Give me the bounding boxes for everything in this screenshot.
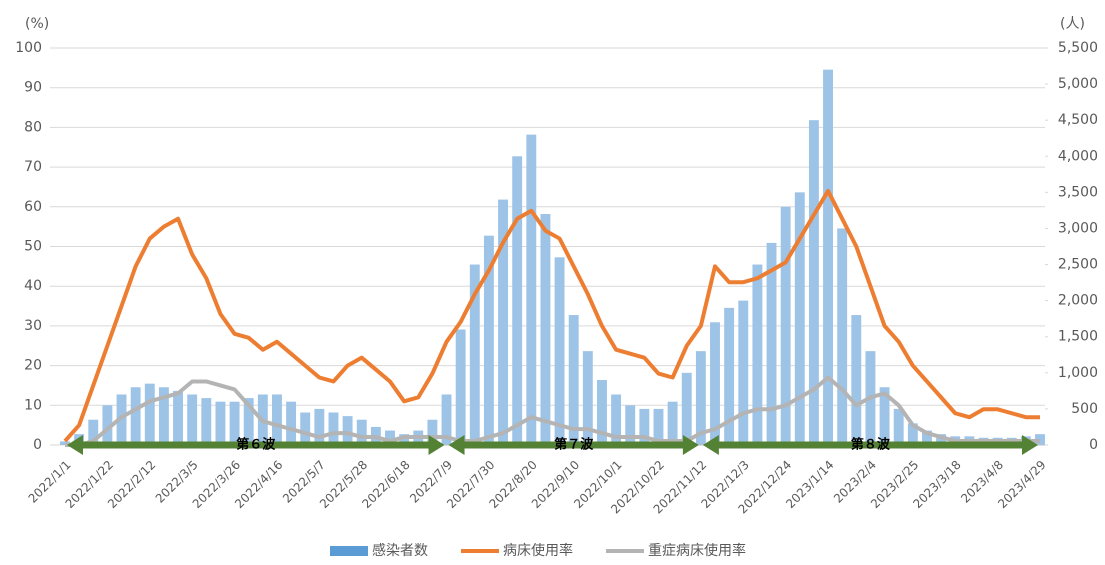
- y-tick-label: 100: [15, 40, 42, 56]
- y-tick-label: 10: [24, 397, 42, 413]
- arrow-head: [682, 435, 699, 455]
- y2-tick-label: 4,000: [1058, 148, 1098, 164]
- y2-tick-label: 0: [1089, 437, 1098, 453]
- y-tick-label: 40: [24, 278, 42, 294]
- wave-label: 第８波: [851, 437, 891, 453]
- arrow-head: [67, 435, 83, 455]
- bar: [173, 390, 183, 445]
- y-tick-label: 60: [24, 199, 42, 215]
- y2-tick-label: 3,000: [1058, 220, 1098, 236]
- bar: [695, 351, 706, 445]
- bar: [243, 398, 254, 445]
- y2-tick-label: 5,000: [1058, 76, 1098, 92]
- bar: [215, 401, 226, 445]
- bar: [385, 430, 395, 445]
- bar: [455, 329, 466, 445]
- y-tick-label: 90: [24, 80, 42, 96]
- bar: [102, 405, 113, 445]
- bar: [342, 416, 353, 445]
- bar: [158, 387, 169, 445]
- bar: [427, 419, 438, 445]
- y2-tick-label: 1,000: [1058, 365, 1098, 381]
- bar: [483, 235, 494, 445]
- bar: [823, 69, 833, 446]
- y2-unit: (人): [1060, 16, 1085, 32]
- bar: [582, 351, 593, 445]
- bar: [201, 398, 212, 445]
- bar: [130, 387, 141, 445]
- bar: [314, 408, 325, 445]
- bar: [512, 156, 523, 446]
- y-unit: (%): [25, 16, 49, 32]
- y2-tick-label: 5,500: [1058, 40, 1098, 56]
- y2-tick-label: 4,500: [1058, 112, 1098, 128]
- bar: [540, 214, 551, 445]
- bar: [936, 434, 947, 445]
- y2-tick-label: 3,500: [1058, 184, 1098, 200]
- y-tick-label: 30: [24, 318, 42, 334]
- wave-label: 第７波: [554, 437, 594, 453]
- legend-label: 病床使用率: [503, 542, 573, 559]
- y2-tick-label: 2,000: [1058, 293, 1098, 309]
- bar: [498, 199, 508, 445]
- bar: [922, 430, 932, 445]
- bar: [286, 401, 297, 445]
- bar: [653, 408, 664, 445]
- bar: [808, 120, 819, 445]
- y-tick-label: 80: [24, 119, 42, 135]
- y-tick-label: 50: [24, 239, 42, 255]
- bar: [328, 412, 339, 445]
- bar: [879, 387, 890, 445]
- y2-tick-label: 1,500: [1058, 329, 1098, 345]
- bar: [88, 419, 99, 445]
- bar: [752, 264, 763, 445]
- arrow-head: [428, 435, 445, 455]
- bar: [568, 315, 579, 445]
- bar: [399, 434, 410, 445]
- bar: [229, 401, 240, 445]
- legend-label: 感染者数: [372, 542, 428, 559]
- bar: [893, 408, 904, 445]
- bar: [738, 300, 749, 445]
- bar: [356, 419, 367, 445]
- bar: [907, 423, 918, 445]
- arrow-head: [702, 435, 719, 455]
- bar: [639, 408, 650, 445]
- bar: [724, 307, 735, 445]
- arrow-head: [1022, 435, 1038, 455]
- bar: [794, 192, 805, 445]
- bar: [187, 394, 198, 445]
- bar: [667, 401, 678, 445]
- bar: [554, 257, 565, 445]
- bar: [625, 405, 636, 445]
- wave-label: 第６波: [236, 437, 276, 453]
- bar: [300, 412, 311, 445]
- y-tick-label: 0: [33, 437, 42, 453]
- y-tick-label: 70: [24, 159, 42, 175]
- legend-label: 重症病床使用率: [648, 542, 746, 559]
- bar: [144, 383, 155, 445]
- bar: [272, 394, 282, 445]
- bar: [780, 206, 791, 445]
- bar: [597, 380, 607, 445]
- arrow-head: [448, 435, 465, 455]
- legend-swatch: [330, 546, 368, 556]
- bar: [681, 372, 692, 445]
- bar: [611, 394, 622, 445]
- y-tick-label: 20: [24, 358, 42, 374]
- y2-tick-label: 2,500: [1058, 257, 1098, 273]
- bar: [469, 264, 480, 445]
- bar: [851, 315, 862, 445]
- bar: [441, 394, 452, 445]
- bar: [526, 134, 537, 446]
- bar: [766, 242, 777, 445]
- y2-tick-label: 500: [1071, 401, 1098, 417]
- bar: [710, 322, 720, 445]
- bar: [837, 228, 848, 445]
- line: [63, 188, 1040, 443]
- line: [65, 375, 1040, 447]
